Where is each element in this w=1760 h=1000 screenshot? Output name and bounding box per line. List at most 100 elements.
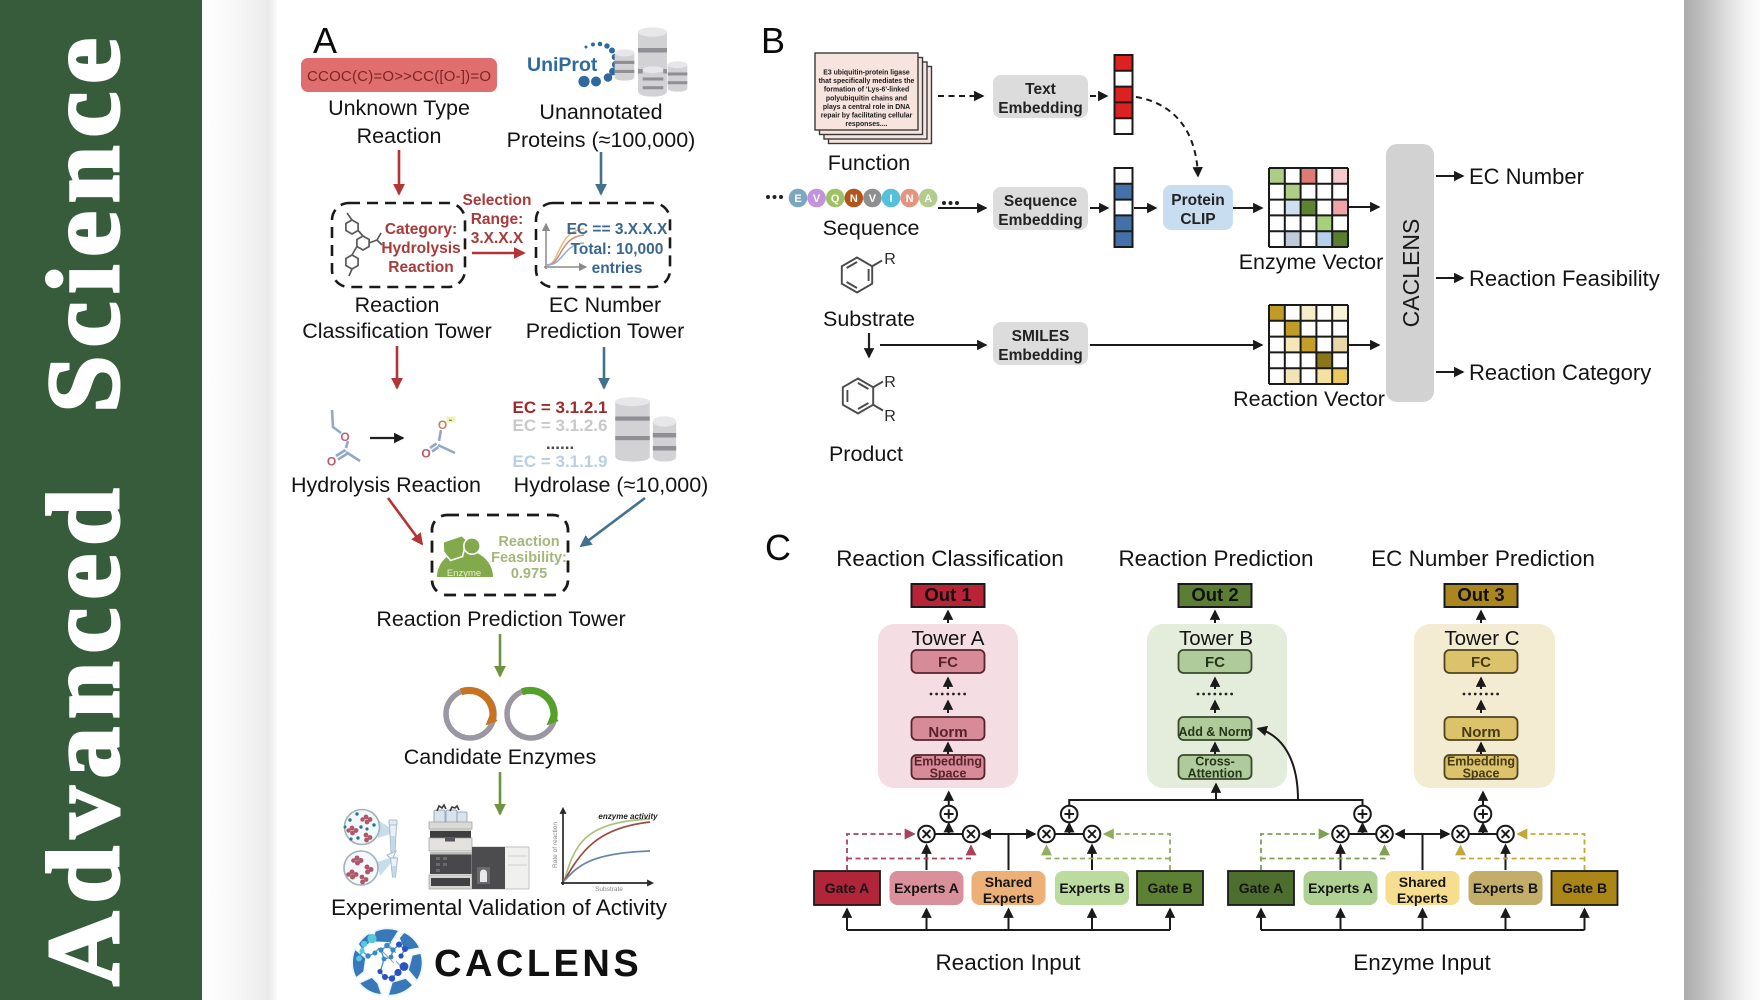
svg-text:Space: Space bbox=[1463, 767, 1500, 781]
svg-text:Embedding: Embedding bbox=[998, 347, 1082, 364]
svg-text:EC = 3.1.2.1: EC = 3.1.2.1 bbox=[513, 398, 608, 417]
svg-text:FC: FC bbox=[1471, 654, 1491, 671]
svg-text:Tower A: Tower A bbox=[912, 627, 985, 650]
svg-text:CLIP: CLIP bbox=[1180, 211, 1215, 228]
svg-text:E3 ubiquitin-protein ligase: E3 ubiquitin-protein ligase bbox=[823, 70, 910, 77]
svg-text:Substrate: Substrate bbox=[823, 307, 915, 331]
svg-text:Candidate Enzymes: Candidate Enzymes bbox=[404, 745, 596, 769]
svg-text:entries: entries bbox=[592, 260, 643, 277]
svg-text:Gate B: Gate B bbox=[1562, 880, 1607, 896]
svg-text:B: B bbox=[761, 20, 785, 61]
svg-text:repair by facilitating cellula: repair by facilitating cellular bbox=[821, 113, 913, 120]
svg-text:Hydrolase (≈10,000): Hydrolase (≈10,000) bbox=[514, 473, 709, 497]
svg-text:EC == 3.X.X.X: EC == 3.X.X.X bbox=[567, 221, 668, 238]
svg-text:Out 2: Out 2 bbox=[1191, 584, 1238, 605]
svg-text:FC: FC bbox=[1205, 654, 1225, 671]
svg-text:R: R bbox=[884, 374, 896, 391]
svg-text:Shared: Shared bbox=[1399, 874, 1446, 890]
svg-text:Norm: Norm bbox=[1461, 724, 1500, 741]
svg-text:Prediction Tower: Prediction Tower bbox=[526, 319, 685, 343]
svg-text:Hydrolysis Reaction: Hydrolysis Reaction bbox=[291, 473, 481, 497]
svg-text:Experimental Validation of Act: Experimental Validation of Activity bbox=[331, 895, 668, 920]
svg-text:Embedding: Embedding bbox=[998, 100, 1082, 117]
svg-text:Experts A: Experts A bbox=[894, 880, 959, 896]
svg-text:EC = 3.1.2.6: EC = 3.1.2.6 bbox=[513, 416, 608, 435]
svg-text:Function: Function bbox=[828, 151, 910, 175]
svg-text:responses....: responses.... bbox=[845, 121, 887, 128]
svg-text:Enzyme: Enzyme bbox=[447, 568, 481, 579]
svg-text:enzyme activity: enzyme activity bbox=[598, 812, 658, 821]
svg-text:Add & Norm: Add & Norm bbox=[1179, 725, 1252, 739]
svg-text:O: O bbox=[421, 447, 430, 461]
svg-text:O: O bbox=[327, 455, 336, 469]
svg-text:N: N bbox=[850, 193, 858, 205]
svg-text:Reaction Prediction Tower: Reaction Prediction Tower bbox=[376, 607, 625, 631]
svg-text:Enzyme Input: Enzyme Input bbox=[1353, 950, 1491, 975]
svg-text:Text: Text bbox=[1025, 81, 1056, 98]
svg-text:0.975: 0.975 bbox=[511, 566, 547, 582]
svg-text:Norm: Norm bbox=[928, 724, 967, 741]
svg-text:Attention: Attention bbox=[1188, 767, 1243, 781]
svg-text:A: A bbox=[924, 193, 932, 205]
svg-text:Selection: Selection bbox=[463, 192, 532, 209]
svg-text:Q: Q bbox=[831, 193, 840, 205]
svg-text:CACLENS: CACLENS bbox=[434, 943, 642, 985]
svg-text:Reaction Category: Reaction Category bbox=[1469, 360, 1651, 385]
svg-text:Sequence: Sequence bbox=[823, 216, 920, 240]
svg-text:CCOC(C)=O>>CC([O-])=O: CCOC(C)=O>>CC([O-])=O bbox=[307, 68, 491, 85]
svg-text:Embedding: Embedding bbox=[998, 212, 1082, 229]
svg-text:Hydrolysis: Hydrolysis bbox=[381, 240, 460, 257]
svg-text:R: R bbox=[884, 251, 896, 268]
svg-text:Feasibility:: Feasibility: bbox=[491, 550, 567, 566]
svg-text:Gate A: Gate A bbox=[825, 880, 870, 896]
svg-text:Reaction Classification: Reaction Classification bbox=[836, 546, 1064, 571]
svg-text:Unknown Type: Unknown Type bbox=[328, 96, 470, 120]
svg-text:Embedding: Embedding bbox=[1447, 755, 1515, 769]
svg-text:Substrate: Substrate bbox=[595, 886, 623, 893]
svg-text:EC Number: EC Number bbox=[1469, 164, 1584, 189]
svg-text:......: ...... bbox=[546, 434, 574, 453]
svg-text:Tower B: Tower B bbox=[1179, 627, 1253, 650]
svg-text:SMILES: SMILES bbox=[1012, 328, 1070, 345]
svg-text:Reaction: Reaction bbox=[388, 259, 453, 276]
svg-text:A: A bbox=[313, 20, 337, 61]
svg-text:Space: Space bbox=[930, 767, 967, 781]
svg-text:Reaction: Reaction bbox=[355, 293, 440, 317]
svg-text:EC = 3.1.1.9: EC = 3.1.1.9 bbox=[513, 452, 608, 471]
svg-text:Experts B: Experts B bbox=[1059, 880, 1124, 896]
svg-text:FC: FC bbox=[938, 654, 958, 671]
svg-text:Sequence: Sequence bbox=[1004, 193, 1078, 210]
svg-text:Category:: Category: bbox=[385, 221, 457, 238]
svg-text:O: O bbox=[438, 418, 447, 432]
svg-text:E: E bbox=[794, 193, 801, 205]
svg-text:C: C bbox=[765, 527, 791, 568]
svg-text:Range:: Range: bbox=[471, 211, 524, 228]
svg-text:Reaction Feasibility: Reaction Feasibility bbox=[1469, 266, 1660, 291]
svg-text:EC Number: EC Number bbox=[549, 293, 661, 317]
svg-text:3.X.X.X: 3.X.X.X bbox=[471, 230, 524, 247]
svg-text:Reaction Prediction: Reaction Prediction bbox=[1118, 546, 1313, 571]
svg-text:I: I bbox=[889, 193, 892, 205]
svg-text:Out 1: Out 1 bbox=[924, 584, 971, 605]
svg-text:Reaction: Reaction bbox=[357, 124, 442, 148]
svg-text:Reaction: Reaction bbox=[498, 534, 559, 550]
svg-text:Tower C: Tower C bbox=[1444, 627, 1519, 650]
svg-text:V: V bbox=[869, 193, 877, 205]
svg-text:formation of 'Lys-6'-linked: formation of 'Lys-6'-linked bbox=[824, 87, 909, 94]
svg-text:R: R bbox=[884, 408, 896, 425]
svg-text:Gate A: Gate A bbox=[1239, 880, 1284, 896]
svg-text:Enzyme Vector: Enzyme Vector bbox=[1239, 250, 1384, 274]
svg-text:Experts: Experts bbox=[983, 890, 1035, 906]
svg-text:that specifically mediates the: that specifically mediates the bbox=[819, 78, 915, 85]
svg-text:O: O bbox=[340, 430, 349, 444]
svg-text:UniProt: UniProt bbox=[527, 54, 598, 76]
svg-text:Cross-: Cross- bbox=[1195, 755, 1235, 769]
svg-text:plays a central role in DNA: plays a central role in DNA bbox=[823, 104, 910, 111]
svg-text:Experts B: Experts B bbox=[1473, 880, 1538, 896]
svg-text:Gate B: Gate B bbox=[1147, 880, 1192, 896]
svg-text:Experts: Experts bbox=[1397, 890, 1449, 906]
svg-text:Proteins (≈100,000): Proteins (≈100,000) bbox=[507, 128, 696, 152]
svg-text:Unannotated: Unannotated bbox=[539, 100, 662, 124]
svg-text:Advanced Science: Advanced Science bbox=[27, 38, 141, 986]
svg-text:CACLENS: CACLENS bbox=[1398, 219, 1424, 328]
